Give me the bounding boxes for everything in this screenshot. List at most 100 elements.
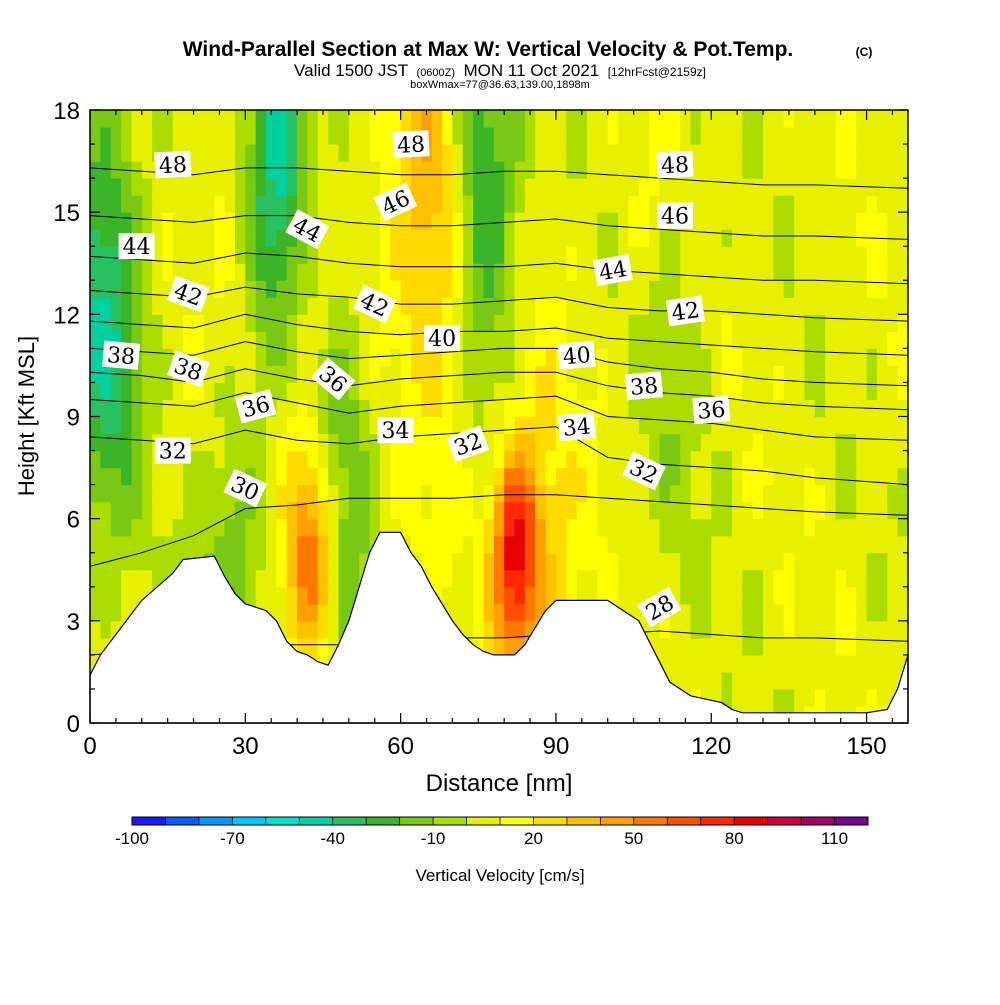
velocity-cell bbox=[607, 467, 619, 486]
velocity-cell bbox=[462, 212, 474, 230]
velocity-cell bbox=[835, 552, 847, 571]
velocity-cell bbox=[659, 229, 671, 247]
velocity-cell bbox=[700, 484, 712, 503]
velocity-cell bbox=[866, 518, 878, 537]
velocity-cell bbox=[369, 433, 381, 452]
velocity-cell bbox=[359, 416, 371, 435]
velocity-cell bbox=[193, 535, 205, 554]
velocity-cell bbox=[545, 382, 557, 400]
velocity-cell bbox=[690, 127, 702, 145]
velocity-cell bbox=[876, 484, 888, 503]
theta-label-bg bbox=[446, 425, 490, 463]
velocity-cell bbox=[587, 110, 598, 128]
velocity-cell bbox=[297, 314, 309, 332]
velocity-cell bbox=[421, 450, 433, 469]
velocity-cell bbox=[535, 569, 547, 588]
velocity-cell bbox=[141, 280, 153, 298]
velocity-cell bbox=[338, 297, 350, 315]
velocity-cell bbox=[732, 688, 743, 707]
velocity-cell bbox=[338, 416, 350, 435]
velocity-cell bbox=[431, 280, 443, 298]
velocity-cell bbox=[462, 382, 474, 400]
velocity-cell bbox=[794, 229, 806, 247]
velocity-cell bbox=[504, 127, 516, 145]
velocity-cell bbox=[804, 144, 816, 162]
velocity-cell bbox=[141, 484, 153, 503]
velocity-cell bbox=[183, 212, 195, 230]
velocity-cell bbox=[483, 348, 495, 366]
velocity-cell bbox=[369, 280, 381, 298]
velocity-cell bbox=[711, 229, 723, 247]
velocity-cell bbox=[203, 280, 215, 298]
velocity-cell bbox=[783, 484, 795, 503]
velocity-cell bbox=[411, 484, 422, 503]
velocity-cell bbox=[172, 229, 184, 247]
velocity-cell bbox=[400, 467, 412, 486]
velocity-cell bbox=[493, 212, 505, 230]
velocity-cell bbox=[359, 178, 371, 196]
velocity-cell bbox=[887, 569, 899, 588]
velocity-cell bbox=[162, 314, 174, 332]
velocity-cell bbox=[297, 348, 309, 366]
velocity-cell bbox=[825, 314, 837, 332]
velocity-cell bbox=[814, 297, 826, 315]
velocity-cell bbox=[876, 671, 888, 690]
velocity-cell bbox=[203, 501, 215, 520]
velocity-cell bbox=[162, 552, 174, 571]
velocity-cell bbox=[669, 280, 681, 298]
velocity-cell bbox=[555, 501, 567, 520]
velocity-cell bbox=[618, 365, 630, 383]
velocity-cell bbox=[555, 535, 567, 554]
velocity-cell bbox=[649, 416, 661, 435]
velocity-cell bbox=[835, 229, 847, 247]
velocity-cell bbox=[649, 246, 661, 264]
velocity-cell bbox=[514, 161, 526, 179]
velocity-cell bbox=[814, 144, 826, 162]
velocity-cell bbox=[876, 161, 888, 179]
velocity-cell bbox=[690, 569, 702, 588]
velocity-cell bbox=[535, 144, 547, 162]
velocity-cell bbox=[732, 212, 743, 230]
velocity-cell bbox=[172, 127, 184, 145]
velocity-cell bbox=[328, 280, 340, 298]
velocity-cell bbox=[286, 603, 298, 622]
velocity-cell bbox=[359, 535, 371, 554]
velocity-cell bbox=[690, 450, 702, 469]
velocity-cell bbox=[876, 569, 888, 588]
velocity-cell bbox=[369, 195, 381, 213]
velocity-cell bbox=[897, 518, 908, 537]
velocity-cell bbox=[152, 569, 164, 588]
velocity-cell bbox=[90, 569, 101, 588]
velocity-cell bbox=[545, 518, 557, 537]
velocity-cell bbox=[804, 518, 816, 537]
velocity-cell bbox=[90, 365, 101, 383]
velocity-cell bbox=[183, 399, 195, 418]
velocity-cell bbox=[411, 331, 422, 349]
velocity-cell bbox=[524, 552, 536, 571]
velocity-cell bbox=[462, 229, 474, 247]
theta-label-bg bbox=[424, 325, 461, 352]
velocity-cell bbox=[566, 314, 578, 332]
velocity-cell bbox=[131, 484, 143, 503]
velocity-cell bbox=[266, 416, 277, 435]
velocity-cell bbox=[411, 535, 422, 554]
velocity-cell bbox=[390, 450, 402, 469]
velocity-cell bbox=[235, 314, 246, 332]
velocity-cell bbox=[845, 331, 857, 349]
velocity-cell bbox=[669, 127, 681, 145]
velocity-cell bbox=[690, 416, 702, 435]
velocity-cell bbox=[732, 263, 743, 281]
velocity-cell bbox=[431, 535, 443, 554]
velocity-cell bbox=[276, 501, 288, 520]
velocity-cell bbox=[825, 331, 837, 349]
velocity-cell bbox=[752, 144, 764, 162]
velocity-cell bbox=[566, 484, 578, 503]
velocity-cell bbox=[493, 382, 505, 400]
velocity-cell bbox=[100, 535, 112, 554]
velocity-cell bbox=[462, 246, 474, 264]
velocity-cell bbox=[131, 280, 143, 298]
velocity-cell bbox=[659, 331, 671, 349]
velocity-cell bbox=[545, 433, 557, 452]
velocity-cell bbox=[711, 450, 723, 469]
velocity-cell bbox=[587, 450, 598, 469]
